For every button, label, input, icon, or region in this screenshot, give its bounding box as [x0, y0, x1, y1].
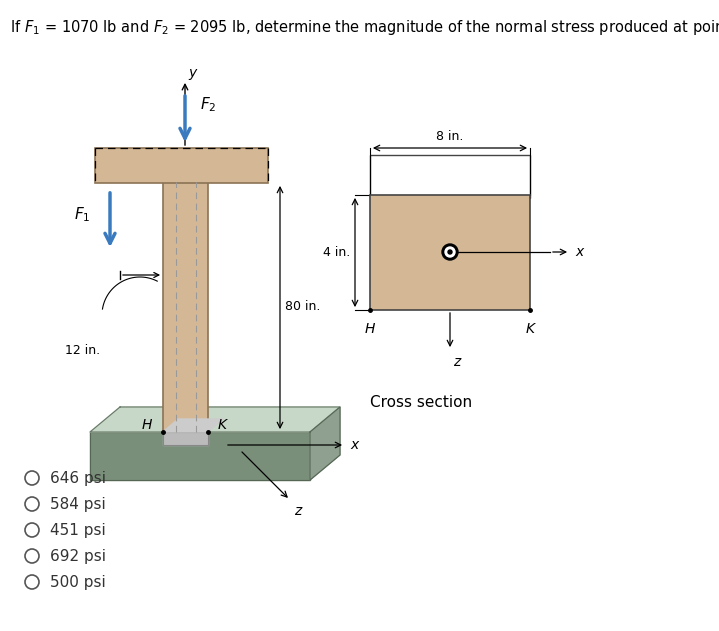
Text: y: y — [188, 66, 196, 80]
Bar — [370, 155, 530, 198]
Circle shape — [445, 247, 455, 257]
Polygon shape — [90, 432, 310, 480]
Text: z: z — [453, 355, 460, 369]
Polygon shape — [163, 419, 223, 432]
Text: $F_2$: $F_2$ — [200, 96, 216, 114]
Bar — [95, 148, 268, 183]
Text: z: z — [294, 504, 301, 518]
Circle shape — [448, 250, 452, 254]
Text: If $F_1$ = 1070 lb and $F_2$ = 2095 lb, determine the magnitude of the normal st: If $F_1$ = 1070 lb and $F_2$ = 2095 lb, … — [10, 18, 719, 37]
Text: 646 psi: 646 psi — [50, 471, 106, 485]
Circle shape — [442, 244, 458, 260]
Polygon shape — [163, 432, 208, 445]
Text: 12 in.: 12 in. — [65, 343, 100, 357]
Bar — [163, 182, 208, 432]
Bar — [370, 195, 530, 310]
Text: 80 in.: 80 in. — [285, 300, 321, 314]
Text: x: x — [350, 438, 358, 452]
Text: K: K — [526, 322, 534, 336]
Text: 692 psi: 692 psi — [50, 548, 106, 563]
Text: 451 psi: 451 psi — [50, 522, 106, 538]
Polygon shape — [310, 407, 340, 480]
Text: Cross section: Cross section — [370, 395, 472, 410]
Text: 500 psi: 500 psi — [50, 574, 106, 589]
Text: K: K — [218, 418, 227, 432]
Text: H: H — [365, 322, 375, 336]
Text: 8 in.: 8 in. — [436, 130, 464, 143]
Text: 4 in.: 4 in. — [323, 245, 350, 259]
Text: H: H — [142, 418, 152, 432]
Text: x: x — [575, 245, 583, 259]
Polygon shape — [90, 407, 340, 432]
Text: $F_1$: $F_1$ — [73, 206, 90, 225]
Text: 584 psi: 584 psi — [50, 497, 106, 512]
